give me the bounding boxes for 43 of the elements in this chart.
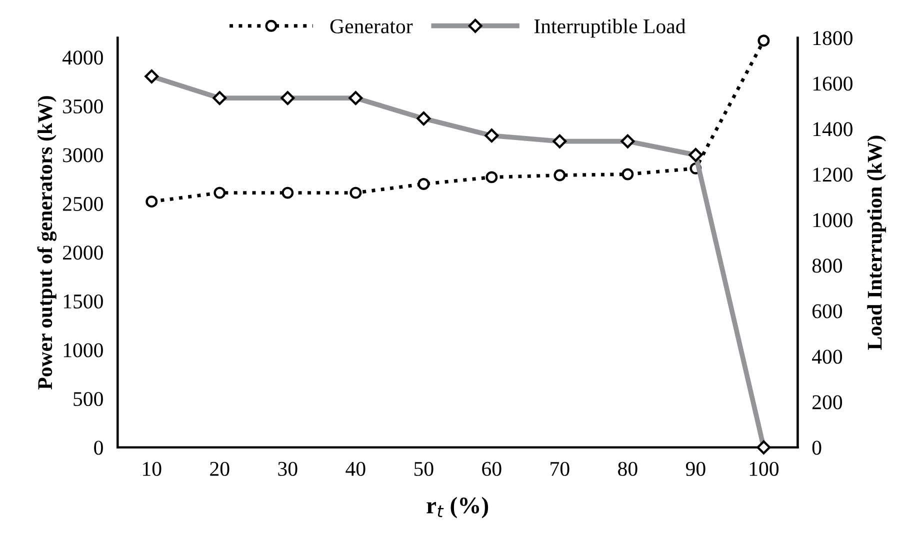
x-tick-label: 30 [278,462,298,476]
y2-tick-label: 1800 [813,31,852,46]
y2-tick-label: 800 [812,258,842,273]
point [486,171,498,184]
y2-tick-label: 1600 [813,76,852,91]
point [146,196,158,208]
point [214,186,226,199]
point [622,168,634,180]
y-tick-label: 2500 [62,196,103,211]
point [350,186,362,199]
x-tick-label: 80 [618,462,638,476]
legend-label: Generator [330,19,413,34]
x-tick-label: 50 [414,462,434,476]
y2-tick-label: 1400 [813,122,852,136]
y2-tick-label: 1000 [813,213,852,228]
x-tick-label: 60 [482,462,502,476]
y2-tick-label: 0 [812,440,822,455]
y-tick-label: 500 [74,392,103,406]
x-tick-label: 70 [550,462,570,476]
y-axis-title: Power output of generators (kW) [37,96,57,390]
x-tick-label: 100 [750,462,779,476]
point [418,178,430,190]
x-tick-label: 40 [346,462,366,476]
y-tick-label: 4000 [62,50,103,65]
x-axis-title: r$_{t}$ (%) [426,496,488,518]
point [758,34,770,47]
point [554,169,566,182]
y2-axis-title: Load Interruption (kW) [867,136,886,350]
point [282,186,294,199]
y-tick-label: 1500 [64,294,103,309]
y2-tick-label: 200 [812,395,842,410]
y-tick-label: 3500 [63,99,103,114]
x-tick-label: 10 [143,462,162,476]
y-tick-label: 1000 [64,343,103,358]
y-tick-label: 2000 [62,246,103,260]
legend-label: Interruptible Load [534,18,686,38]
y-tick-label: 0 [94,440,103,455]
x-tick-label: 20 [210,462,230,476]
y2-tick-label: 1200 [813,168,852,182]
y2-tick-label: 600 [812,304,842,318]
x-tick-label: 90 [686,462,706,476]
y2-tick-label: 400 [812,350,842,364]
y-tick-label: 3000 [63,148,103,162]
